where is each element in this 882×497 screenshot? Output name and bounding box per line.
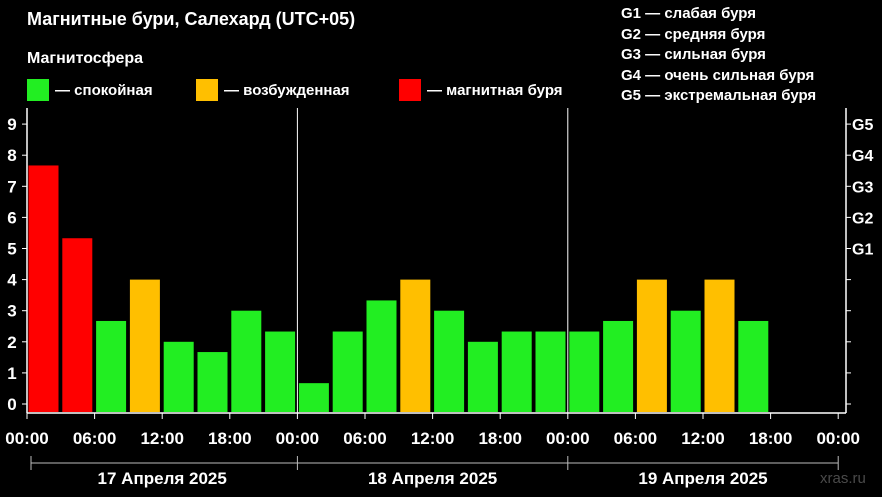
legend-item-quiet: — спокойная [27, 78, 153, 102]
x-tick-label: 18:00 [478, 429, 521, 448]
legend-label-storm: — магнитная буря [427, 81, 563, 99]
x-tick-label: 06:00 [343, 429, 386, 448]
g-scale-label: G1 [852, 242, 873, 259]
storm-swatch [399, 79, 421, 101]
x-tick-label: 18:00 [749, 429, 792, 448]
kp-bar [501, 331, 532, 412]
watermark: xras.ru [820, 470, 866, 487]
x-tick-label: 18:00 [208, 429, 251, 448]
legend-item-active: — возбужденная [196, 78, 350, 102]
kp-bar [163, 341, 194, 412]
g-scale-legend: G1 — слабая буря G2 — средняя буря G3 — … [621, 4, 816, 107]
x-tick-label: 00:00 [816, 429, 859, 448]
active-swatch [196, 79, 218, 101]
g-legend-item: G4 — очень сильная буря [621, 66, 815, 84]
g-legend-item: G1 — слабая буря [621, 5, 757, 22]
g-scale-label: G4 [852, 148, 873, 165]
x-tick-label: 12:00 [681, 429, 724, 448]
y-tick-label: 2 [7, 333, 16, 352]
kp-bar [569, 331, 600, 412]
kp-bar [366, 300, 397, 412]
y-tick-label: 9 [7, 115, 16, 134]
kp-bar [636, 279, 667, 412]
legend-label-quiet: — спокойная [55, 81, 153, 99]
legend-label-active: — возбужденная [224, 81, 350, 99]
kp-bar [434, 310, 465, 412]
quiet-swatch [27, 79, 49, 101]
date-label: 17 Апреля 2025 [98, 469, 227, 488]
g-scale-label: G3 [852, 179, 873, 196]
y-tick-label: 8 [7, 146, 16, 165]
kp-bar [603, 320, 634, 412]
x-tick-label: 12:00 [411, 429, 454, 448]
g-legend-item: G3 — сильная буря [621, 46, 766, 64]
kp-bar [332, 331, 363, 412]
kp-bar [96, 320, 127, 412]
x-tick-label: 00:00 [5, 429, 48, 448]
kp-bar [400, 279, 431, 412]
chart-title: Магнитные бури, Салехард (UTC+05) [27, 9, 356, 29]
kp-bar [670, 310, 701, 412]
y-tick-label: 6 [7, 208, 16, 227]
x-tick-label: 00:00 [276, 429, 319, 448]
x-tick-label: 12:00 [140, 429, 183, 448]
x-tick-label: 00:00 [546, 429, 589, 448]
x-tick-label: 06:00 [614, 429, 657, 448]
kp-bar [738, 320, 769, 412]
kp-bar [62, 238, 93, 412]
kp-bar [265, 331, 296, 412]
legend-title: Магнитосфера [27, 50, 144, 67]
legend-item-storm: — магнитная буря [399, 78, 563, 102]
y-tick-label: 1 [7, 364, 16, 383]
y-tick-label: 3 [7, 302, 16, 321]
g-scale-label: G5 [852, 117, 873, 134]
kp-bar [467, 341, 498, 412]
kp-bar [197, 352, 228, 412]
date-label: 18 Апреля 2025 [368, 469, 497, 488]
kp-bar [298, 383, 329, 412]
kp-bar [231, 310, 262, 412]
g-legend-item: G2 — средняя буря [621, 25, 766, 43]
y-tick-label: 4 [7, 271, 17, 290]
kp-bar [535, 331, 566, 412]
g-scale-label: G2 [852, 210, 873, 227]
kp-bar [28, 165, 59, 412]
y-tick-label: 0 [7, 395, 16, 414]
kp-bar [704, 279, 735, 412]
kp-bar [129, 279, 160, 412]
x-tick-label: 06:00 [73, 429, 116, 448]
y-tick-label: 5 [7, 240, 16, 259]
date-label: 19 Апреля 2025 [638, 469, 767, 488]
y-tick-label: 7 [7, 177, 16, 196]
g-legend-item: G5 — экстремальная буря [621, 87, 817, 105]
